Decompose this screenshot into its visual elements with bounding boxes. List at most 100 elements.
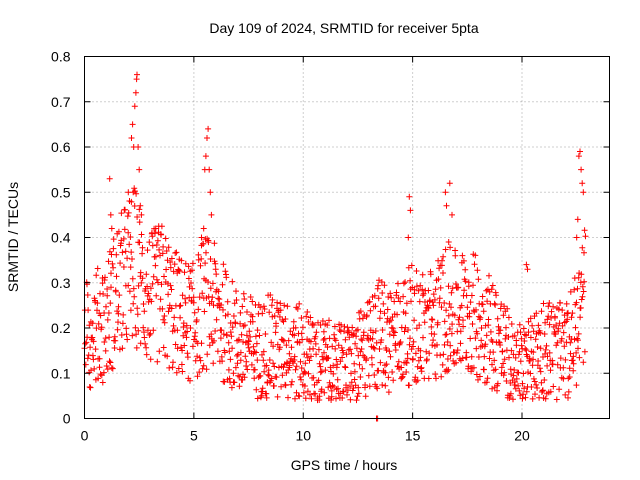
data-point [219,358,226,365]
data-point [484,298,491,305]
data-point [196,294,203,301]
data-point [115,319,121,326]
data-point [249,298,256,305]
data-point [402,279,409,286]
data-point [303,351,310,358]
data-point [579,283,586,290]
data-point [297,358,304,365]
data-point [102,274,108,281]
data-point [262,331,269,337]
data-point [418,368,425,375]
data-point [500,312,507,319]
data-point [362,382,369,388]
data-point [425,305,432,312]
data-point [397,339,404,345]
data-point [534,385,541,391]
data-point [552,314,558,321]
data-point [471,261,478,268]
data-point [404,355,411,362]
data-point [369,361,376,368]
data-point [389,369,396,375]
data-point [153,276,160,283]
data-point [542,346,549,353]
data-point [292,395,298,402]
data-point [535,358,542,364]
data-point [503,324,509,331]
data-point [376,346,383,352]
data-point [448,289,455,296]
data-point [218,327,225,334]
data-point [541,377,548,383]
data-point [435,276,442,283]
data-point [165,291,172,298]
data-point [251,366,258,373]
data-point [487,328,494,335]
data-point [144,247,151,254]
data-point [437,352,444,359]
data-point [234,352,240,359]
data-point [452,281,459,287]
y-tick-label: 0.2 [51,320,71,336]
data-point [310,322,317,328]
data-point [283,342,290,349]
data-point [115,228,122,235]
data-point [276,344,283,351]
data-point [299,324,306,331]
data-point [414,363,421,370]
data-point [368,354,375,361]
data-point [168,255,175,262]
data-point [104,292,111,299]
data-point [483,379,490,386]
data-point [575,337,581,344]
data-point [187,325,194,331]
data-point [174,345,181,352]
data-point [181,269,188,276]
data-point [143,271,150,278]
data-point [444,339,451,345]
data-point [332,337,339,344]
data-point [119,320,126,327]
data-point [473,345,480,352]
data-point [106,175,113,182]
data-point [479,301,486,308]
data-point [131,185,138,192]
data-point [229,324,236,331]
data-point [155,279,161,286]
data-point [140,324,147,331]
data-point [449,285,456,292]
data-point [569,310,576,317]
data-point [341,363,348,370]
data-point [254,395,261,402]
data-point [403,360,410,366]
data-point [376,315,383,322]
data-point [468,292,475,299]
data-point [286,350,293,357]
data-point [132,89,139,96]
data-point [560,329,567,336]
data-point [310,345,317,352]
data-point [130,300,137,307]
data-point [305,370,312,377]
data-point [386,331,393,338]
data-point [357,348,364,355]
data-point [565,388,572,395]
data-point [523,388,530,395]
data-point [391,298,398,305]
data-point [523,332,530,339]
data-point [120,235,127,242]
data-point [384,315,391,322]
data-point [335,385,341,392]
y-tick-label: 0.6 [51,139,71,155]
data-point [573,234,580,241]
data-point [302,360,309,367]
data-point [146,239,153,246]
data-point [93,272,100,279]
data-point [170,322,177,329]
data-point [302,395,309,402]
data-point [555,306,562,313]
data-point [522,394,529,401]
data-point [194,373,201,380]
data-point [212,260,219,267]
data-point [521,385,528,392]
data-point [137,202,144,209]
